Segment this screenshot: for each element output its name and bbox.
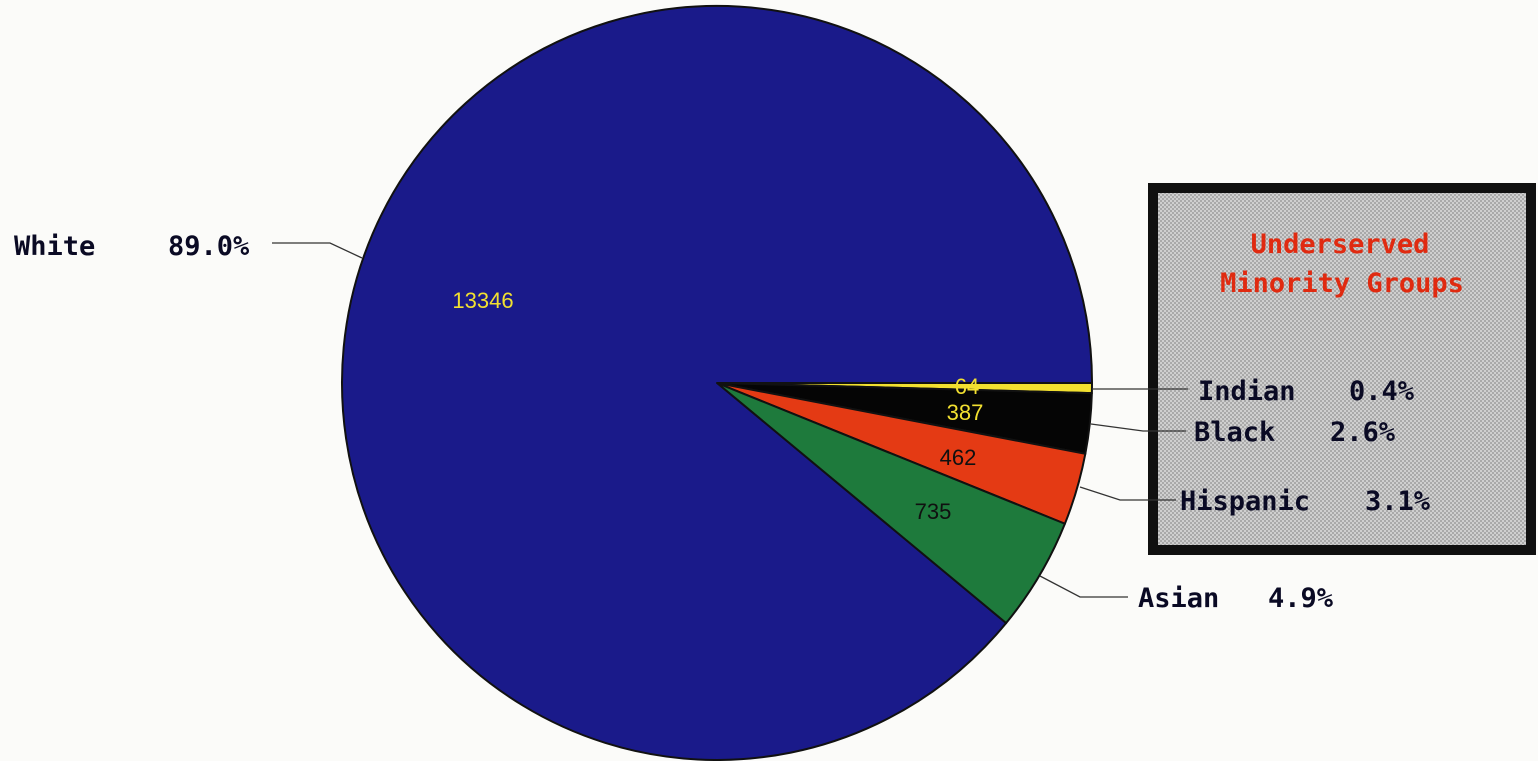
percent-label-hispanic: 3.1% xyxy=(1365,486,1431,517)
value-label-indian: 64 xyxy=(955,374,979,399)
value-label-white: 13346 xyxy=(452,288,513,313)
pie-slice-white xyxy=(341,5,1093,761)
leader-line-asian xyxy=(1039,575,1128,598)
percent-label-white: 89.0% xyxy=(168,231,250,262)
percent-label-asian: 4.9% xyxy=(1268,583,1334,614)
leader-line-white xyxy=(272,242,363,259)
percent-label-black: 2.6% xyxy=(1330,417,1396,448)
leader-line-black xyxy=(1090,423,1186,432)
value-labels: 64 387 462 735 13346 xyxy=(452,288,983,524)
leader-line-hispanic xyxy=(1079,486,1176,501)
category-label-black: Black xyxy=(1194,417,1275,448)
category-label-indian: Indian xyxy=(1198,376,1296,407)
minority-groups-box-fill xyxy=(1158,193,1526,545)
box-title-line2: Minority Groups xyxy=(1220,268,1464,299)
box-title-line1: Underserved xyxy=(1251,229,1430,260)
percent-label-indian: 0.4% xyxy=(1349,376,1415,407)
category-labels: White 89.0% Indian 0.4% Black 2.6% Hispa… xyxy=(14,231,1431,614)
category-label-asian: Asian xyxy=(1138,583,1219,614)
pie-slices xyxy=(341,5,1094,761)
value-label-asian: 735 xyxy=(915,499,952,524)
leader-lines xyxy=(272,242,1188,598)
category-label-hispanic: Hispanic xyxy=(1180,486,1310,517)
category-label-white: White xyxy=(14,231,95,262)
value-label-hispanic: 462 xyxy=(940,445,977,470)
minority-groups-box: Underserved Minority Groups xyxy=(1148,183,1536,555)
value-label-black: 387 xyxy=(947,400,984,425)
